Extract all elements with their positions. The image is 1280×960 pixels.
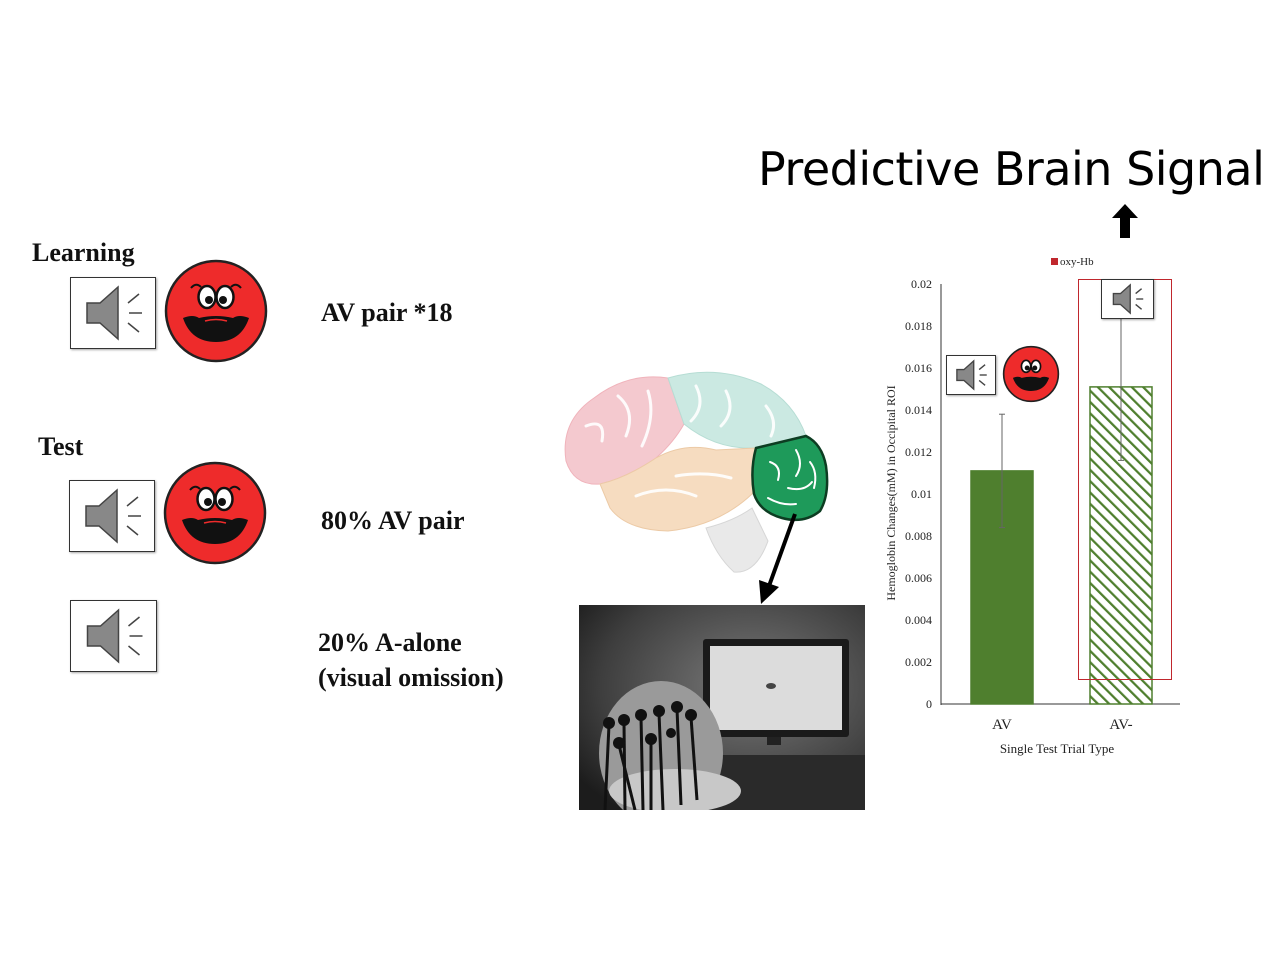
- y-tick-label: 0.012: [905, 445, 932, 459]
- a-alone-line2: (visual omission): [318, 663, 504, 692]
- speaker-icon: [70, 600, 157, 672]
- legend-swatch: [1051, 258, 1058, 265]
- chart-legend: oxy-Hb: [1051, 256, 1094, 268]
- speaker-icon: [946, 355, 996, 395]
- brain-occipital-highlight: [564, 371, 829, 573]
- red-smiley-face-icon: [163, 461, 267, 565]
- omission-highlight-box: [1078, 279, 1172, 680]
- red-smiley-face-icon: [1002, 345, 1060, 403]
- red-smiley-face-icon: [164, 259, 268, 363]
- arrow-icon: [759, 513, 797, 604]
- y-axis-label: Hemoglobin Changes(mM) in Occipital ROI: [884, 385, 898, 600]
- y-tick-label: 0.014: [905, 403, 932, 417]
- learning-heading: Learning: [32, 238, 135, 267]
- y-tick-label: 0.008: [905, 529, 932, 543]
- speaker-icon: [70, 277, 156, 349]
- x-tick-label-av: AV: [992, 717, 1012, 733]
- y-tick-label: 0: [926, 697, 932, 711]
- a-alone-line1: 20% A-alone: [318, 628, 462, 657]
- legend-label: oxy-Hb: [1060, 256, 1094, 268]
- y-tick-label: 0.016: [905, 361, 932, 375]
- speaker-icon: [1101, 279, 1154, 319]
- bar-chart: oxy-Hb Hemoglobin Changes(mM) in Occipit…: [884, 256, 1180, 756]
- test-condition-av-label: 80% AV pair: [321, 506, 465, 535]
- y-tick-label: 0.006: [905, 571, 932, 585]
- x-tick-label-av-minus: AV-: [1109, 717, 1132, 733]
- y-tick-label: 0.018: [905, 319, 932, 333]
- x-axis-label: Single Test Trial Type: [1000, 741, 1115, 756]
- y-tick-label: 0.01: [911, 487, 932, 501]
- y-tick-label: 0.02: [911, 277, 932, 291]
- infant-fnirs-photo: [579, 605, 865, 810]
- learning-condition-label: AV pair *18: [321, 298, 453, 327]
- y-tick-label: 0.004: [905, 613, 932, 627]
- test-condition-a-alone-label: 20% A-alone (visual omission): [318, 625, 504, 695]
- y-tick-label: 0.002: [905, 655, 932, 669]
- up-arrow-icon: [1112, 204, 1138, 238]
- page-title: Predictive Brain Signal: [758, 142, 1265, 196]
- test-heading: Test: [38, 432, 84, 461]
- speaker-icon: [69, 480, 155, 552]
